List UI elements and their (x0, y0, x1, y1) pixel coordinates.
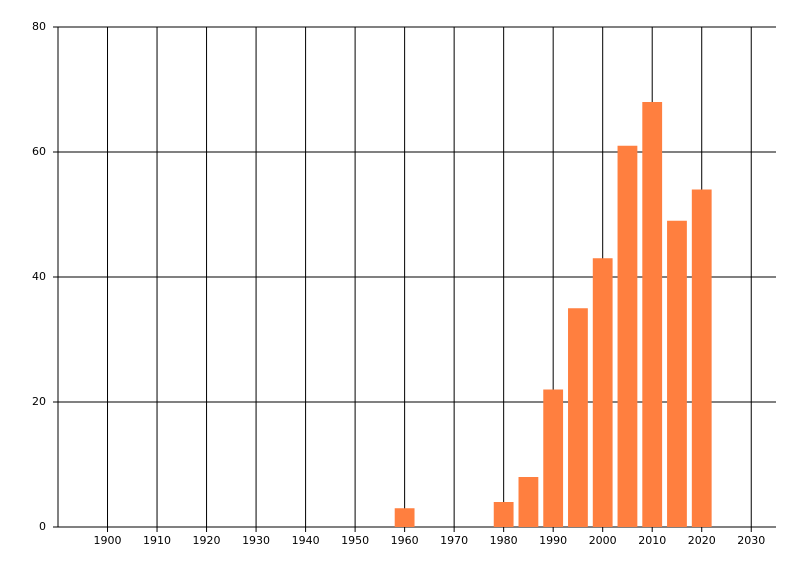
y-tick-label: 60 (32, 145, 46, 158)
y-tick-label: 0 (39, 520, 46, 533)
x-tick-label: 1950 (341, 534, 369, 547)
x-tick-label: 1990 (539, 534, 567, 547)
bar (543, 389, 564, 527)
x-tick-label: 1920 (193, 534, 221, 547)
x-tick-label: 2010 (638, 534, 666, 547)
bar (642, 102, 663, 527)
bar (667, 220, 687, 527)
x-tick-label: 1910 (143, 534, 171, 547)
x-tick-label: 1980 (490, 534, 518, 547)
bar (691, 189, 712, 527)
y-tick-label: 40 (32, 270, 46, 283)
bar (592, 258, 613, 527)
x-tick-label: 1930 (242, 534, 270, 547)
x-tick-label: 2020 (688, 534, 716, 547)
bar (518, 477, 539, 527)
bar (568, 308, 588, 527)
bar (493, 502, 514, 527)
x-tick-label: 1960 (391, 534, 419, 547)
bar (394, 508, 415, 527)
x-tick-label: 2000 (589, 534, 617, 547)
bar (617, 145, 638, 527)
y-tick-label: 20 (32, 395, 46, 408)
x-tick-label: 1970 (440, 534, 468, 547)
x-tick-label: 2030 (737, 534, 765, 547)
x-tick-label: 1940 (292, 534, 320, 547)
y-tick-label: 80 (32, 20, 46, 33)
x-tick-label: 1900 (94, 534, 122, 547)
